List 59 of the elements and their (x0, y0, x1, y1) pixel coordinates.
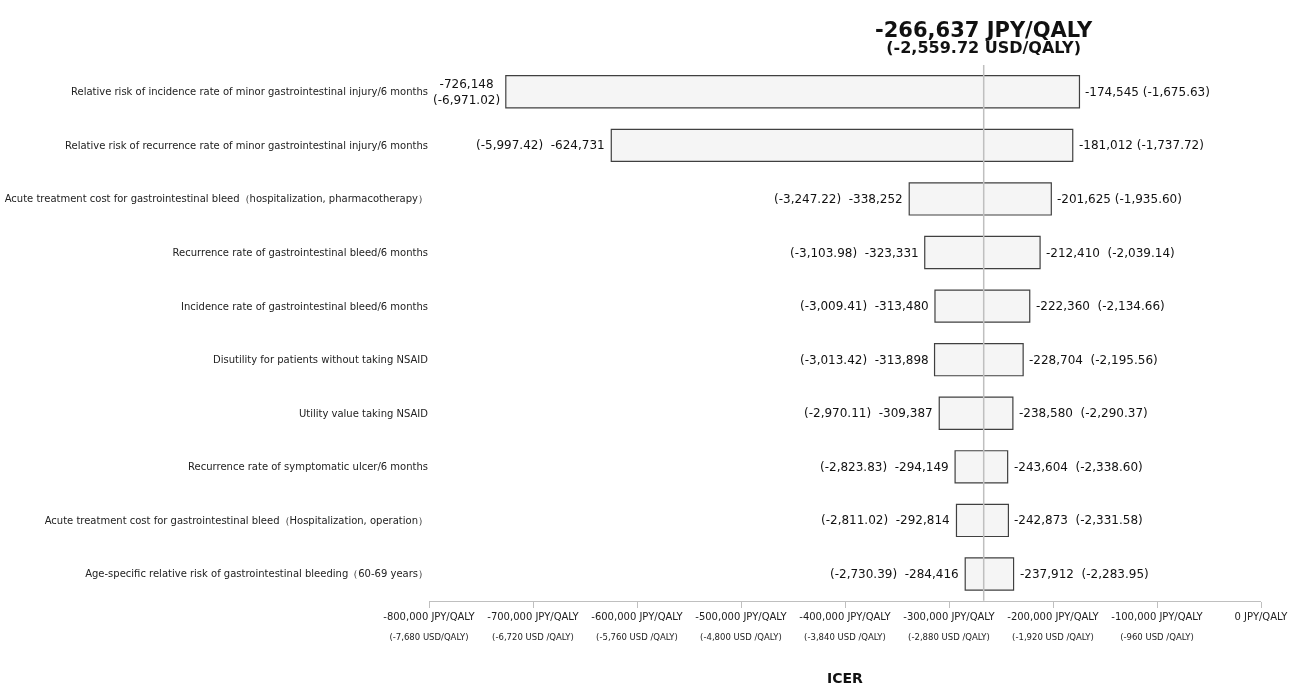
annotation: (-2,970.11) -309,387 (804, 406, 933, 420)
y-tick-label: Relative risk of recurrence rate of minor gastrointestinal injury/6 months (65, 139, 428, 151)
x-tick-label: -800,000 JPY/QALY (383, 610, 476, 622)
x-axis-title: ICER (827, 670, 864, 686)
annotation: -174,545 (-1,675.63) (1085, 85, 1210, 99)
annotation: (-2,811.02) -292,814 (821, 513, 950, 527)
bar (964, 557, 1015, 591)
annotation: -181,012 (-1,737.72) (1079, 138, 1204, 152)
x2-tick-label: (-2,880 USD /QALY) (908, 632, 990, 643)
x2-tick-label: (-5,760 USD /QALY) (596, 632, 678, 643)
x-tick-label: -100,000 JPY/QALY (1111, 610, 1204, 622)
bar (610, 128, 1074, 163)
annotation: (-3,103.98) -323,331 (790, 246, 919, 260)
annotation: -212,410 (-2,039.14) (1046, 246, 1175, 260)
x-tick-label: 0 JPY/QALY (1234, 610, 1289, 622)
y-tick-label: Incidence rate of gastrointestinal bleed/6 months (180, 300, 428, 312)
bar (933, 343, 1024, 377)
x-tick-label: -400,000 JPY/QALY (799, 610, 892, 622)
ref-line-label: -266,637 JPY/QALY (-2,559.72 USD/QALY) (875, 18, 1093, 57)
y-tick-label: Disutility for patients without taking NSAID (213, 354, 429, 366)
bar (505, 75, 1081, 109)
annotation: (-3,013.42) -313,898 (800, 353, 929, 367)
x-tick-label: -700,000 JPY/QALY (487, 610, 580, 622)
x2-tick-label: (-1,920 USD /QALY) (1012, 632, 1094, 643)
bar (934, 289, 1031, 323)
annotation: -228,704 (-2,195.56) (1029, 353, 1158, 367)
annotation: (-3,247.22) -338,252 (774, 192, 903, 206)
annotation: -222,360 (-2,134.66) (1036, 299, 1165, 313)
x-tick-label: -600,000 JPY/QALY (591, 610, 684, 622)
bar (955, 503, 1010, 538)
bar (908, 182, 1052, 216)
annotation: -237,912 (-2,283.95) (1020, 567, 1149, 581)
annotation: -726,148 (-6,971.02) (433, 77, 501, 107)
y-tick-label: Recurrence rate of symptomatic ulcer/6 months (188, 461, 428, 473)
x2-tick-label: (-7,680 USD/QALY) (389, 632, 469, 643)
x2-tick-label: (-4,800 USD /QALY) (700, 632, 782, 643)
annotation: (-2,730.39) -284,416 (830, 567, 959, 581)
y-tick-label: Relative risk of incidence rate of minor gastrointestinal injury/6 months (70, 86, 428, 98)
annotation: -243,604 (-2,338.60) (1014, 460, 1143, 474)
x-tick-label: -200,000 JPY/QALY (1007, 610, 1100, 622)
bar (954, 450, 1009, 484)
y-tick-label: Age-specific relative risk of gastrointestinal bleeding（60-69 years） (85, 568, 428, 580)
annotation: -238,580 (-2,290.37) (1019, 406, 1148, 420)
y-tick-label: Recurrence rate of gastrointestinal bleed/6 months (172, 247, 428, 259)
y-tick-label: Acute treatment cost for gastrointestinal bleed（hospitalization, pharmacotherapy） (4, 193, 428, 205)
x2-tick-label: (-3,840 USD /QALY) (804, 632, 886, 643)
bar (938, 396, 1014, 430)
annotation: (-2,823.83) -294,149 (820, 460, 949, 474)
annotation: -242,873 (-2,331.58) (1014, 513, 1143, 527)
annotation: (-3,009.41) -313,480 (800, 299, 929, 313)
y-tick-label: Utility value taking NSAID (298, 407, 429, 419)
x-tick-label: -500,000 JPY/QALY (695, 610, 788, 622)
x2-tick-label: (-6,720 USD /QALY) (492, 632, 574, 643)
annotation: -201,625 (-1,935.60) (1057, 192, 1182, 206)
annotation: (-5,997.42) -624,731 (476, 138, 605, 152)
x2-tick-label: (-960 USD /QALY) (1120, 632, 1194, 643)
bar (924, 235, 1041, 270)
x-tick-label: -300,000 JPY/QALY (903, 610, 996, 622)
y-tick-label: Acute treatment cost for gastrointestinal bleed（Hospitalization, operation） (44, 514, 428, 526)
